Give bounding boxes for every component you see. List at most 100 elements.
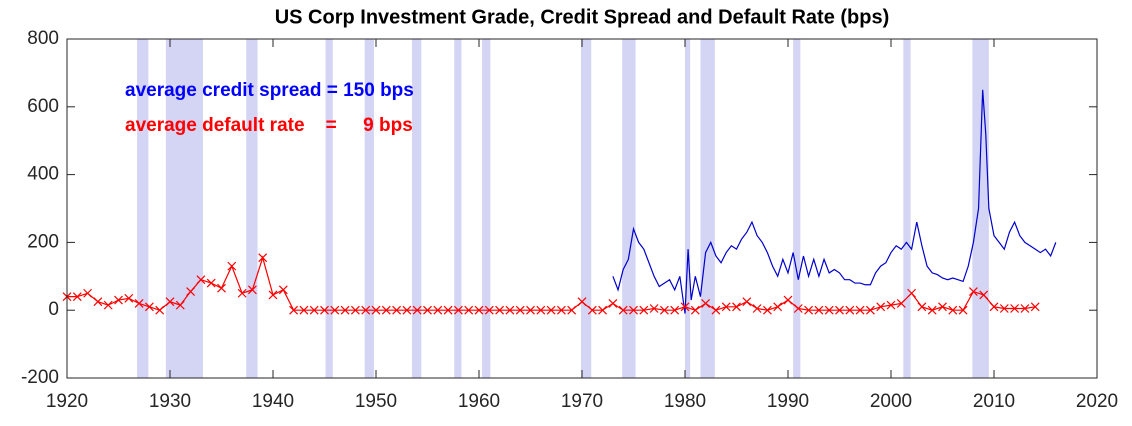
marker [124, 293, 134, 303]
marker [423, 305, 432, 315]
marker [876, 302, 886, 312]
shaded-period [364, 39, 374, 378]
marker [896, 298, 906, 308]
marker [968, 287, 978, 296]
marker [567, 305, 577, 315]
marker [587, 305, 597, 315]
x-tick-label: 1940 [252, 391, 294, 412]
chart-title: US Corp Investment Grade, Credit Spread … [275, 6, 890, 28]
marker [680, 302, 690, 312]
marker [505, 305, 515, 315]
x-tick-label: 1970 [561, 391, 603, 412]
marker [690, 305, 700, 315]
marker [752, 304, 762, 313]
marker [186, 287, 196, 296]
y-tick-label: 0 [48, 299, 59, 320]
marker [1020, 304, 1030, 313]
marker [175, 300, 185, 310]
plot-frame [66, 38, 1098, 379]
marker [361, 305, 371, 315]
marker [206, 278, 216, 288]
marker [289, 305, 299, 315]
shaded-period [246, 39, 258, 378]
annotation: average credit spread = 150 bps [125, 80, 414, 101]
marker [1030, 302, 1040, 312]
marker [629, 305, 638, 315]
marker [392, 305, 402, 315]
marker [907, 288, 917, 298]
marker [83, 288, 93, 298]
marker [783, 295, 793, 305]
marker [546, 305, 556, 315]
y-tick-label: 800 [27, 28, 59, 49]
marker [845, 305, 855, 315]
marker [639, 305, 649, 315]
marker [670, 305, 680, 315]
shaded-period [700, 39, 715, 378]
marker [268, 290, 278, 300]
marker [855, 305, 865, 315]
marker [93, 297, 103, 307]
y-tick-label: 400 [27, 164, 59, 185]
marker [917, 302, 927, 312]
shaded-period [137, 39, 149, 378]
marker [618, 305, 628, 315]
marker [804, 305, 814, 315]
marker [515, 305, 525, 315]
marker [577, 297, 587, 307]
marker [484, 305, 494, 315]
marker [886, 300, 896, 310]
marker [72, 292, 82, 302]
y-tick-label: -200 [21, 367, 59, 388]
x-tick-label: 2000 [870, 391, 912, 412]
marker [711, 305, 721, 315]
shaded-period [685, 39, 691, 378]
marker [835, 305, 844, 315]
marker [402, 305, 412, 315]
marker [381, 305, 391, 315]
marker [453, 305, 463, 315]
marker [1010, 304, 1020, 313]
marker [309, 305, 319, 315]
x-tick-label: 1930 [149, 391, 191, 412]
marker [114, 295, 123, 305]
shaded-period [482, 39, 491, 378]
marker [278, 285, 288, 295]
x-tick-label: 1990 [767, 391, 809, 412]
marker [134, 298, 144, 308]
marker [948, 305, 958, 315]
marker [938, 302, 947, 312]
marker [659, 305, 669, 315]
x-tick-label: 1980 [664, 391, 706, 412]
marker [773, 302, 783, 312]
x-tick-label: 2020 [1076, 391, 1118, 412]
marker [464, 305, 474, 315]
marker [732, 302, 741, 312]
marker [999, 304, 1009, 313]
marker [958, 305, 968, 315]
y-tick-label: 600 [27, 96, 59, 117]
marker [412, 305, 422, 315]
marker [320, 305, 329, 315]
shaded-period [972, 39, 989, 378]
x-tick-label: 1950 [355, 391, 397, 412]
x-tick-label: 2010 [973, 391, 1015, 412]
marker [443, 305, 453, 315]
marker [989, 302, 999, 312]
marker [824, 305, 834, 315]
shaded-period [793, 39, 801, 378]
marker [742, 297, 752, 307]
marker [165, 297, 175, 307]
shaded-period [903, 39, 911, 378]
marker [649, 304, 659, 313]
shaded-period [580, 39, 592, 378]
marker [155, 305, 165, 315]
marker [237, 288, 247, 298]
shaded-period [165, 39, 203, 378]
x-tick-label: 1920 [46, 391, 88, 412]
y-tick-label: 200 [27, 231, 59, 252]
marker [762, 305, 772, 315]
shaded-period [622, 39, 636, 378]
marker [598, 305, 608, 315]
